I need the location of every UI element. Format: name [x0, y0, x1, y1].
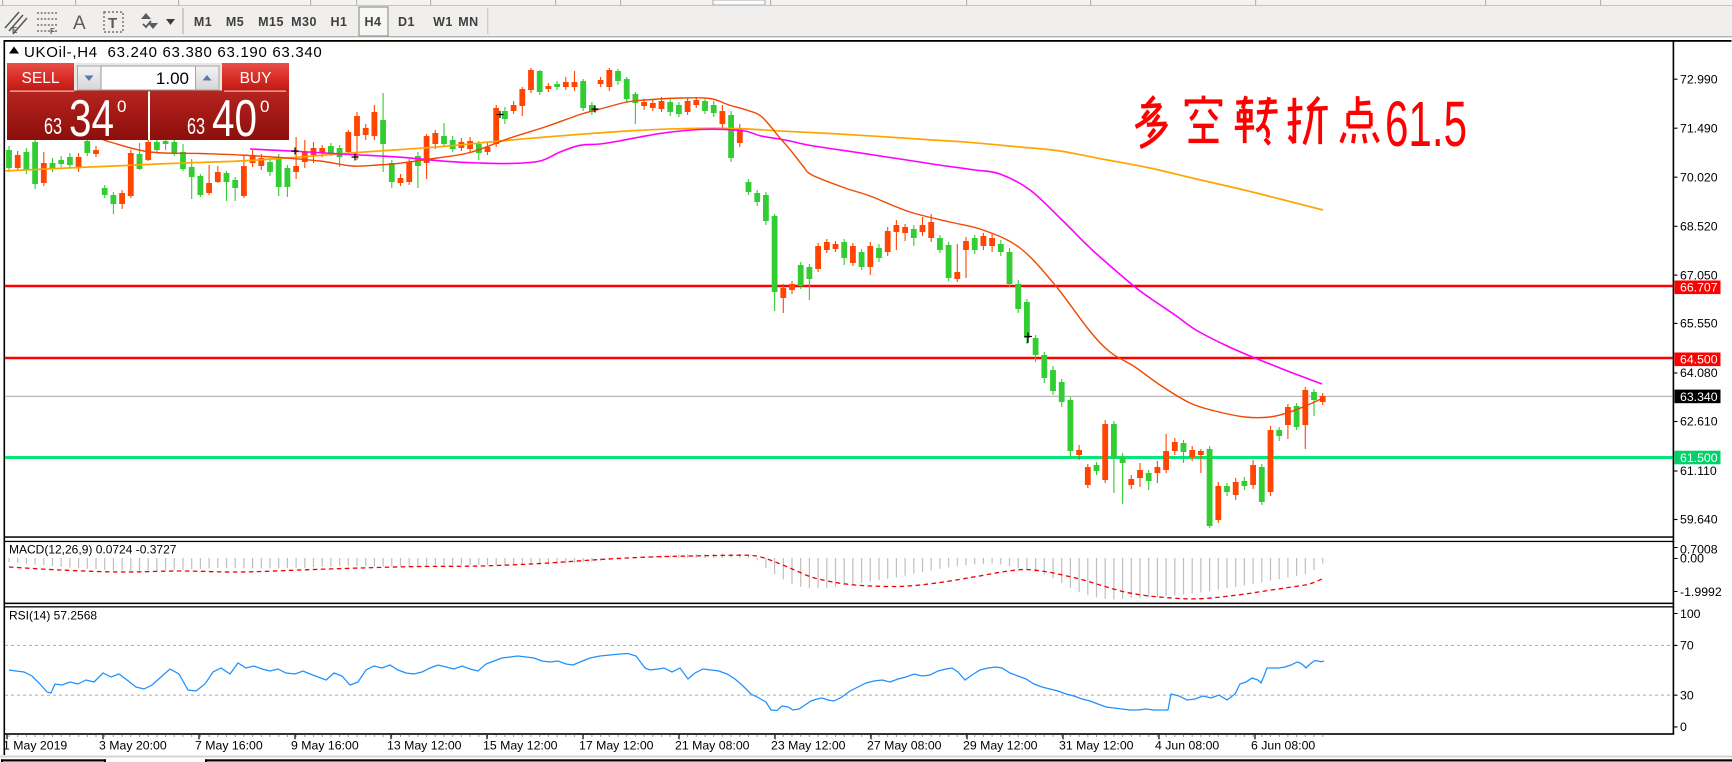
svg-text:9 May 16:00: 9 May 16:00	[291, 739, 359, 753]
svg-text:M30: M30	[291, 15, 317, 29]
svg-text:23 May 12:00: 23 May 12:00	[771, 739, 846, 753]
svg-text:27 May 08:00: 27 May 08:00	[867, 739, 942, 753]
svg-text:T: T	[108, 15, 117, 32]
svg-text:31 May 12:00: 31 May 12:00	[1059, 739, 1134, 753]
svg-text:UKOil-,H4 63.240 63.380 63.19: UKOil-,H4 63.240 63.380 63.190 63.340	[24, 44, 322, 61]
svg-text:H1: H1	[331, 15, 348, 29]
svg-text:A: A	[73, 13, 86, 34]
svg-text:17 May 12:00: 17 May 12:00	[579, 739, 654, 753]
svg-text:F: F	[50, 27, 55, 36]
svg-text:D1: D1	[398, 15, 415, 29]
svg-text:100: 100	[1680, 607, 1701, 621]
svg-text:M15: M15	[258, 15, 284, 29]
svg-text:72.990: 72.990	[1680, 72, 1718, 86]
svg-text:64.500: 64.500	[1680, 353, 1718, 367]
svg-text:40: 40	[212, 90, 257, 148]
svg-text:3 May 20:00: 3 May 20:00	[99, 739, 167, 753]
svg-text:65.550: 65.550	[1680, 317, 1718, 331]
svg-text:63: 63	[187, 113, 205, 139]
svg-text:4 Jun 08:00: 4 Jun 08:00	[1155, 739, 1219, 753]
svg-text:67.050: 67.050	[1680, 268, 1718, 282]
svg-text:0.7008: 0.7008	[1680, 543, 1718, 557]
svg-text:0: 0	[1680, 720, 1687, 734]
svg-text:13 May 12:00: 13 May 12:00	[387, 739, 462, 753]
svg-text:21 May 08:00: 21 May 08:00	[675, 739, 750, 753]
svg-text:61.110: 61.110	[1680, 464, 1717, 478]
svg-text:63.340: 63.340	[1680, 390, 1718, 404]
svg-text:34: 34	[69, 90, 114, 148]
svg-text:64.080: 64.080	[1680, 366, 1718, 380]
svg-text:70.020: 70.020	[1680, 170, 1718, 184]
svg-text:6 Jun 08:00: 6 Jun 08:00	[1251, 739, 1315, 753]
svg-text:7 May 16:00: 7 May 16:00	[195, 739, 263, 753]
svg-text:1 May 2019: 1 May 2019	[3, 739, 67, 753]
svg-text:-1.9992: -1.9992	[1680, 585, 1722, 599]
svg-text:0: 0	[260, 97, 270, 116]
svg-text:62.610: 62.610	[1680, 415, 1718, 429]
svg-text:15 May 12:00: 15 May 12:00	[483, 739, 558, 753]
svg-text:BUY: BUY	[240, 70, 272, 87]
svg-text:66.707: 66.707	[1680, 281, 1718, 295]
svg-text:30: 30	[1680, 689, 1694, 703]
svg-text:0: 0	[117, 97, 127, 116]
svg-text:E: E	[12, 26, 18, 35]
svg-text:M1: M1	[194, 15, 212, 29]
svg-text:RSI(14) 57.2568: RSI(14) 57.2568	[9, 609, 97, 623]
svg-text:71.490: 71.490	[1680, 121, 1718, 135]
svg-text:W1: W1	[433, 15, 453, 29]
svg-text:H4: H4	[365, 15, 382, 29]
svg-text:M5: M5	[226, 15, 244, 29]
svg-text:SELL: SELL	[22, 70, 60, 87]
svg-text:59.640: 59.640	[1680, 513, 1718, 527]
svg-text:68.520: 68.520	[1680, 220, 1718, 234]
svg-text:61.5: 61.5	[1385, 88, 1467, 160]
svg-text:1.00: 1.00	[156, 69, 189, 88]
svg-text:63: 63	[44, 113, 62, 139]
svg-text:29 May 12:00: 29 May 12:00	[963, 739, 1038, 753]
svg-text:MN: MN	[458, 15, 478, 29]
svg-text:MACD(12,26,9) 0.0724 -0.3727: MACD(12,26,9) 0.0724 -0.3727	[9, 543, 177, 557]
svg-text:70: 70	[1680, 639, 1694, 653]
svg-text:0.00: 0.00	[1680, 552, 1704, 566]
svg-text:61.500: 61.500	[1680, 451, 1718, 465]
